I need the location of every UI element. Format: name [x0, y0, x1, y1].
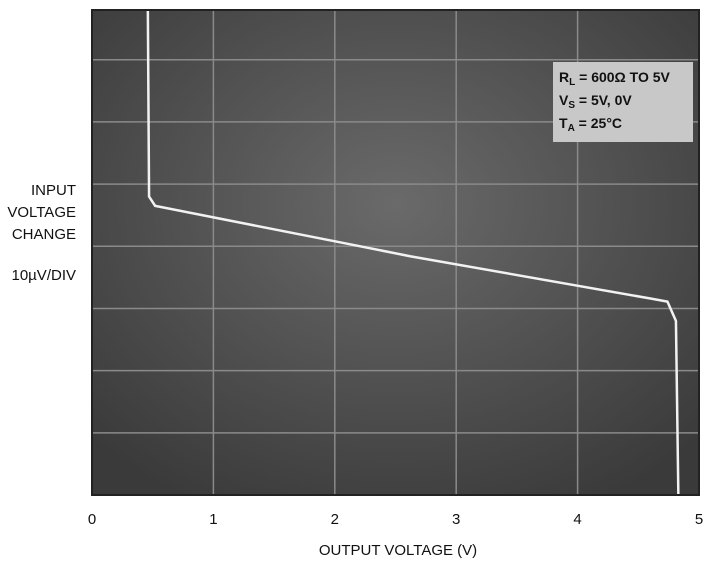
x-tick-label: 0 — [88, 511, 96, 528]
y-label: VOLTAGE — [7, 204, 76, 221]
y-label: CHANGE — [12, 226, 76, 243]
y-label: INPUT — [31, 182, 76, 199]
annotation: VS = 5V, 0V — [559, 92, 632, 111]
annotation-box — [553, 62, 693, 142]
x-tick-label: 1 — [209, 511, 217, 528]
annotation-text: = 25°C — [575, 115, 622, 131]
y-scale-label: 10µV/DIV — [11, 267, 76, 284]
x-tick-label: 5 — [695, 511, 703, 528]
annotation-text: = 5V, 0V — [575, 92, 632, 108]
x-tick-label: 4 — [573, 511, 581, 528]
trace-line — [146, 9, 680, 496]
annotation-subscript: S — [568, 100, 575, 111]
annotation-symbol: V — [559, 92, 569, 108]
annotation: RL = 600Ω TO 5V — [559, 69, 671, 88]
annotation-symbol: R — [559, 69, 569, 85]
grid — [91, 10, 700, 495]
annotation-text: = 600Ω TO 5V — [575, 69, 670, 85]
x-label: OUTPUT VOLTAGE (V) — [319, 542, 477, 559]
annotation-symbol: T — [559, 115, 568, 131]
x-tick-label: 2 — [331, 511, 339, 528]
annotation-subscript: L — [569, 77, 575, 88]
annotation-subscript: A — [568, 123, 575, 134]
annotation: TA = 25°C — [559, 115, 622, 134]
trace-layer — [146, 9, 680, 496]
annotations: RL = 600Ω TO 5V VS = 5V, 0V TA = 25°C — [559, 69, 671, 134]
x-tick-label: 3 — [452, 511, 460, 528]
plot-frame — [91, 9, 700, 496]
